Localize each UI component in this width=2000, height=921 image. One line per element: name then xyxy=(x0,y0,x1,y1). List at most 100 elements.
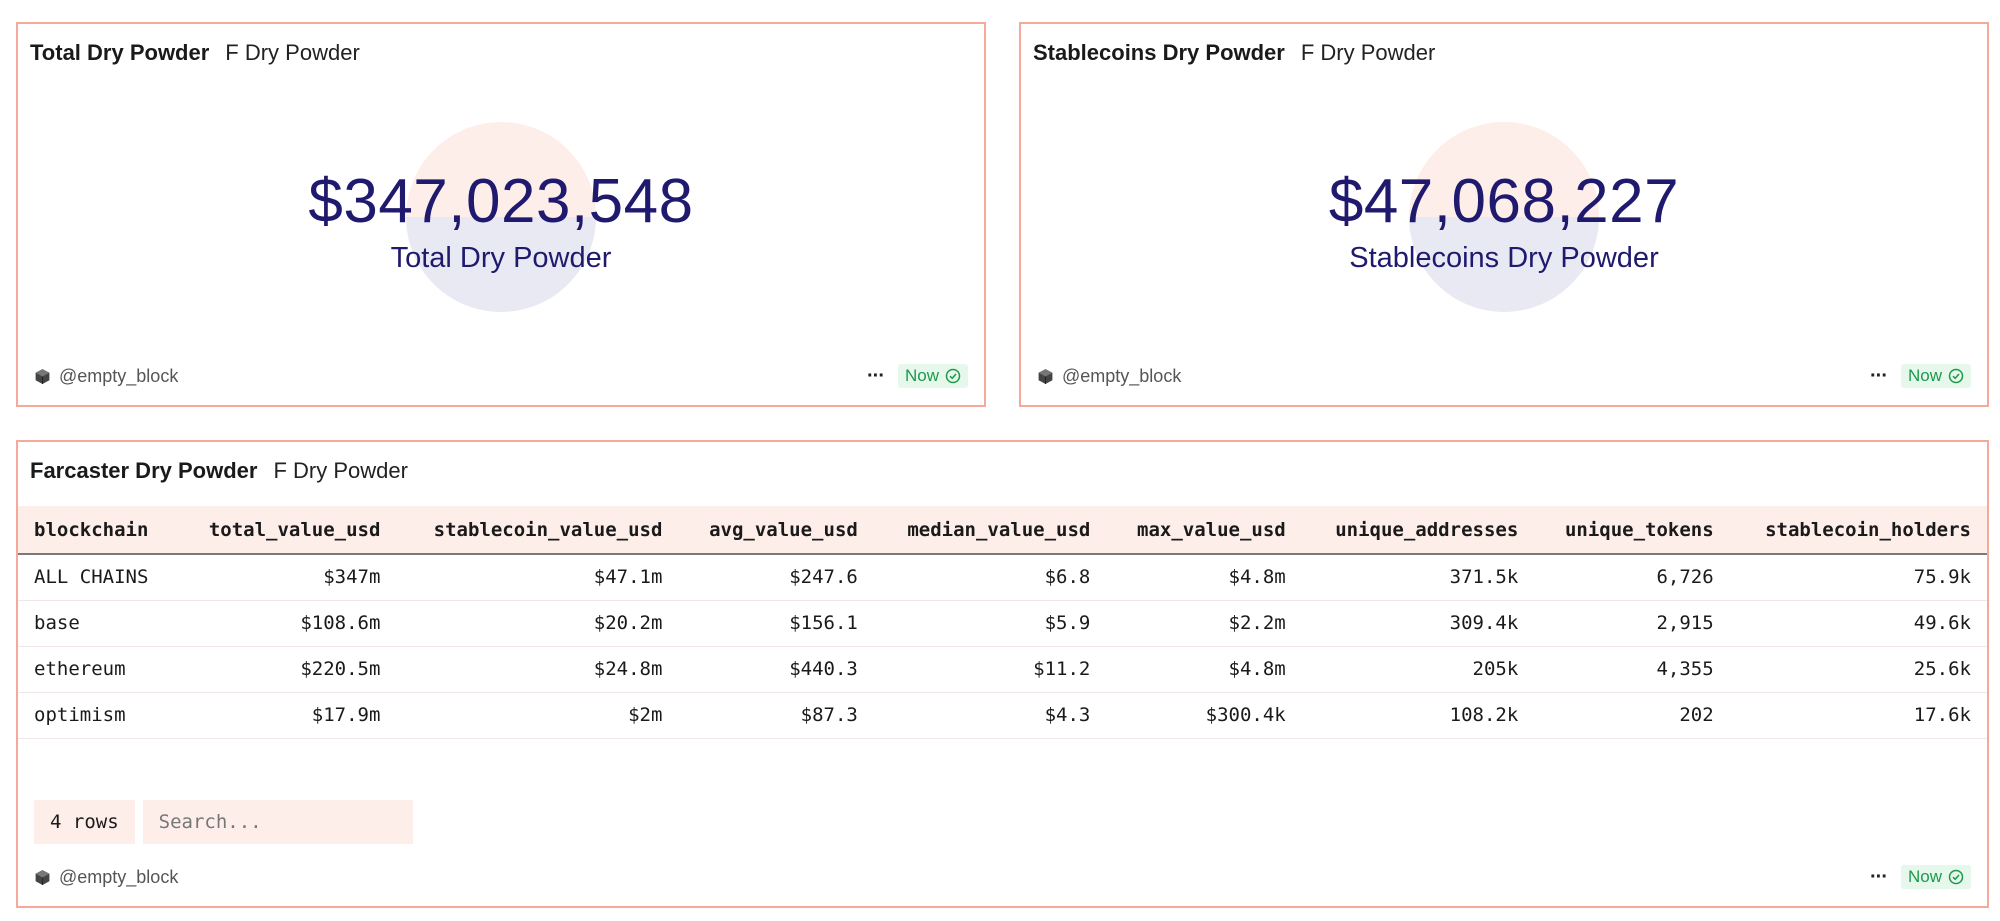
author-name: @empty_block xyxy=(59,866,179,887)
table-cell: $2.2m xyxy=(1106,600,1302,647)
cube-icon xyxy=(35,869,50,885)
column-header[interactable]: median_value_usd xyxy=(873,506,1107,555)
counter-value: $47,068,227 xyxy=(1328,167,1680,236)
table-cell: $5.9 xyxy=(873,600,1107,647)
counter-value: $347,023,548 xyxy=(308,167,694,236)
column-header[interactable]: max_value_usd xyxy=(1106,506,1302,555)
table-cell: 6,726 xyxy=(1534,554,1730,601)
card-subtitle[interactable]: F Dry Powder xyxy=(225,40,360,65)
author-link[interactable]: @empty_block xyxy=(34,867,178,888)
table-cell: $300.4k xyxy=(1106,692,1302,739)
column-header[interactable]: stablecoin_holders xyxy=(1729,506,1987,555)
card-header: Farcaster Dry Powder F Dry Powder xyxy=(30,458,408,484)
status-text: Now xyxy=(904,366,939,385)
footer-actions: ··· Now xyxy=(1870,865,1971,889)
table-controls: 4 rows xyxy=(34,800,413,844)
table-cell: 309.4k xyxy=(1301,600,1535,647)
column-header[interactable]: total_value_usd xyxy=(176,506,397,555)
author-name: @empty_block xyxy=(1062,365,1182,386)
check-circle-icon xyxy=(1948,368,1964,384)
card-footer: @empty_block ··· Now xyxy=(1037,363,1971,389)
table-cell: base xyxy=(18,600,177,647)
table-row: base $108.6m $20.2m $156.1 $5.9 $2.2m 30… xyxy=(18,600,1987,647)
table-cell: $347m xyxy=(176,554,397,601)
card-footer: @empty_block ··· Now xyxy=(34,864,1971,890)
more-options-icon[interactable]: ··· xyxy=(1870,866,1888,888)
card-title[interactable]: Stablecoins Dry Powder xyxy=(1033,40,1285,65)
card-title[interactable]: Farcaster Dry Powder xyxy=(30,458,258,483)
check-circle-icon xyxy=(945,368,961,384)
table-row: ethereum $220.5m $24.8m $440.3 $11.2 $4.… xyxy=(18,646,1987,693)
counter-background-circle xyxy=(1409,122,1599,312)
table-cell: 205k xyxy=(1301,646,1535,693)
table-cell: $4.8m xyxy=(1106,646,1302,693)
table-cell: $17.9m xyxy=(176,692,397,739)
table-cell: $11.2 xyxy=(873,646,1107,693)
column-header[interactable]: avg_value_usd xyxy=(678,506,874,555)
stablecoins-dry-powder-card: Stablecoins Dry Powder F Dry Powder $47,… xyxy=(1019,22,1989,407)
counter-visual: $47,068,227 Stablecoins Dry Powder xyxy=(1021,24,1987,405)
table-cell: 49.6k xyxy=(1729,600,1987,647)
table-cell: 2,915 xyxy=(1534,600,1730,647)
footer-actions: ··· Now xyxy=(1870,364,1971,388)
card-subtitle[interactable]: F Dry Powder xyxy=(1300,40,1436,65)
cube-icon xyxy=(35,368,50,384)
table-cell: 108.2k xyxy=(1301,692,1535,739)
card-header: Stablecoins Dry Powder F Dry Powder xyxy=(1033,40,1435,66)
counter-label: Stablecoins Dry Powder xyxy=(1349,242,1659,274)
row-count-label: 4 rows xyxy=(34,800,135,844)
table-header-row: blockchain total_value_usd stablecoin_va… xyxy=(18,506,1987,555)
cube-icon xyxy=(1038,368,1053,384)
table-cell: $4.3 xyxy=(873,692,1107,739)
card-footer: @empty_block ··· Now xyxy=(34,363,968,389)
table-cell: $87.3 xyxy=(678,692,874,739)
search-input[interactable] xyxy=(142,800,413,844)
table-cell: $6.8 xyxy=(873,554,1107,601)
check-circle-icon xyxy=(1948,869,1964,885)
table-row: ALL CHAINS $347m $47.1m $247.6 $6.8 $4.8… xyxy=(18,554,1987,601)
table-cell: $2m xyxy=(396,692,679,739)
table-cell: $47.1m xyxy=(396,554,679,601)
table-cell: $4.8m xyxy=(1106,554,1302,601)
column-header[interactable]: unique_addresses xyxy=(1301,506,1535,555)
footer-actions: ··· Now xyxy=(867,364,968,388)
table-cell: $24.8m xyxy=(396,646,679,693)
table-cell: ethereum xyxy=(18,646,177,693)
table-cell: 4,355 xyxy=(1534,646,1730,693)
author-name: @empty_block xyxy=(59,365,179,386)
table-cell: 25.6k xyxy=(1729,646,1987,693)
table-cell: 17.6k xyxy=(1729,692,1987,739)
column-header[interactable]: stablecoin_value_usd xyxy=(396,506,679,555)
more-options-icon[interactable]: ··· xyxy=(867,365,885,387)
author-link[interactable]: @empty_block xyxy=(1037,366,1181,387)
table-cell: 371.5k xyxy=(1301,554,1535,601)
table-cell: ALL CHAINS xyxy=(18,554,177,601)
table-cell: $108.6m xyxy=(176,600,397,647)
data-table: blockchain total_value_usd stablecoin_va… xyxy=(18,506,1987,739)
table-cell: $440.3 xyxy=(678,646,874,693)
column-header[interactable]: blockchain xyxy=(18,506,177,555)
farcaster-dry-powder-card: Farcaster Dry Powder F Dry Powder blockc… xyxy=(16,440,1989,908)
table-cell: optimism xyxy=(18,692,177,739)
card-title[interactable]: Total Dry Powder xyxy=(30,40,210,65)
status-text: Now xyxy=(1907,867,1942,886)
total-dry-powder-card: Total Dry Powder F Dry Powder $347,023,5… xyxy=(16,22,986,407)
status-text: Now xyxy=(1907,366,1942,385)
author-link[interactable]: @empty_block xyxy=(34,366,178,387)
card-header: Total Dry Powder F Dry Powder xyxy=(30,40,360,66)
data-table-container: blockchain total_value_usd stablecoin_va… xyxy=(18,506,1987,739)
counter-visual: $347,023,548 Total Dry Powder xyxy=(18,24,984,405)
counter-label: Total Dry Powder xyxy=(390,242,612,274)
table-cell: $156.1 xyxy=(678,600,874,647)
status-badge: Now xyxy=(1900,865,1971,889)
card-subtitle[interactable]: F Dry Powder xyxy=(273,458,408,483)
table-row: optimism $17.9m $2m $87.3 $4.3 $300.4k 1… xyxy=(18,692,1987,739)
status-badge: Now xyxy=(897,364,968,388)
table-cell: $20.2m xyxy=(396,600,679,647)
column-header[interactable]: unique_tokens xyxy=(1534,506,1730,555)
status-badge: Now xyxy=(1900,364,1971,388)
counter-background-circle xyxy=(406,122,596,312)
table-cell: $220.5m xyxy=(176,646,397,693)
table-cell: 202 xyxy=(1534,692,1730,739)
more-options-icon[interactable]: ··· xyxy=(1870,365,1888,387)
